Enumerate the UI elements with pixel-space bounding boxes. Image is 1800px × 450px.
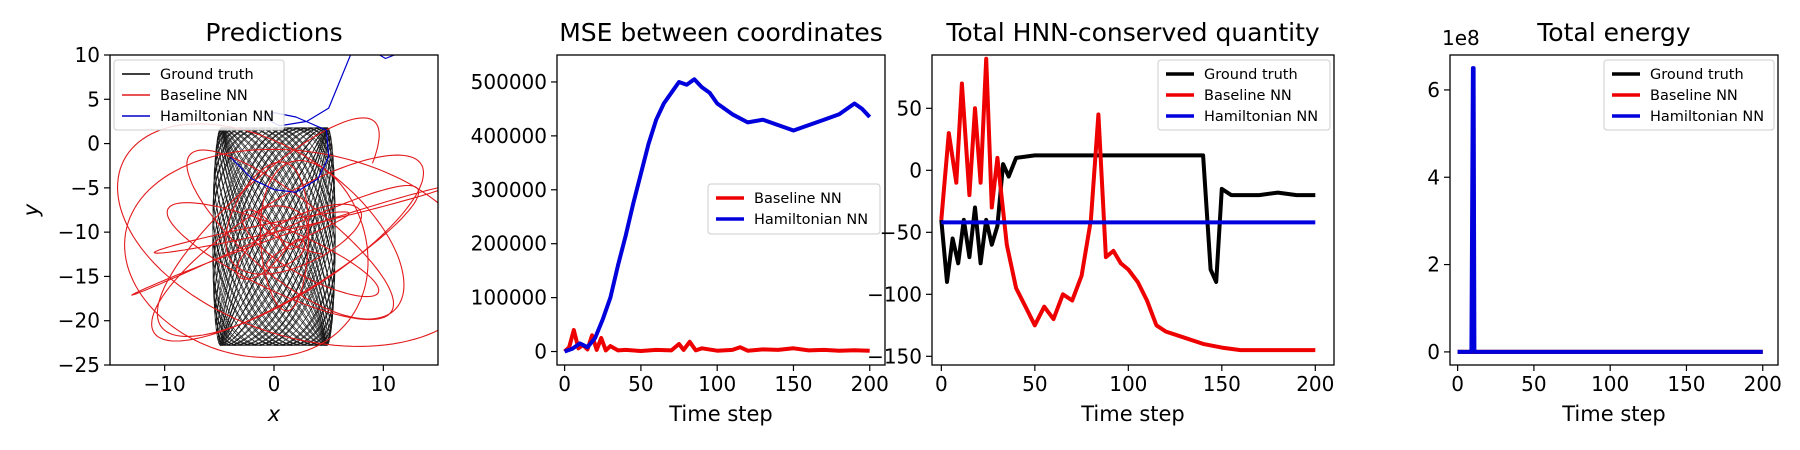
x-tick-label: −10	[144, 372, 186, 396]
legend-label: Baseline NN	[1650, 88, 1738, 104]
y-tick-label: 0	[1427, 340, 1440, 364]
plot-area	[939, 56, 1316, 353]
legend-box	[1157, 59, 1331, 131]
plot-area	[1457, 66, 1763, 354]
x-axis-label: Time step	[1080, 402, 1185, 426]
panel-title: Total HNN-conserved quantity	[945, 18, 1320, 47]
x-tick-label: 100	[1591, 372, 1629, 396]
x-tick-label: 0	[558, 372, 571, 396]
x-tick-label: 0	[1451, 372, 1464, 396]
x-tick-label: 0	[268, 372, 281, 396]
legend-label: Hamiltonian NN	[160, 109, 274, 125]
y-tick-label: 200000	[471, 232, 547, 256]
legend: Ground truth Baseline NN Hamiltonian NN	[1157, 59, 1331, 131]
x-tick-label: 200	[1744, 372, 1782, 396]
legend-label: Baseline NN	[754, 191, 842, 207]
legend-label: Ground truth	[1204, 67, 1298, 83]
series-line-hamiltonian-nn	[563, 77, 872, 354]
panel-4: Total energy 0 50 100 150 200 0 2 4 6 Time step 1e8…	[1427, 18, 1782, 426]
legend-label: Hamiltonian NN	[754, 212, 868, 228]
y-tick-label: 50	[897, 96, 922, 120]
x-tick-label: 200	[851, 372, 889, 396]
legend-label: Hamiltonian NN	[1204, 109, 1318, 125]
series-line-ground-truth	[212, 127, 336, 347]
axes-frame	[1449, 54, 1779, 366]
y-tick-label: 0	[909, 158, 922, 182]
legend-label: Ground truth	[160, 67, 254, 83]
axes-frame	[931, 54, 1335, 366]
panel-title: MSE between coordinates	[559, 18, 883, 47]
y-tick-label: 2	[1427, 253, 1440, 277]
legend: Ground truth Baseline NN Hamiltonian NN	[1603, 59, 1775, 131]
y-tick-label: −5	[71, 176, 100, 200]
y-axis-label: y	[19, 203, 43, 217]
y-tick-label: −50	[880, 220, 922, 244]
y-tick-label: −100	[867, 282, 922, 306]
y-tick-label: 300000	[471, 178, 547, 202]
legend-box	[113, 59, 285, 131]
x-tick-label: 50	[1521, 372, 1546, 396]
y-tick-label: 6	[1427, 78, 1440, 102]
legend-label: Baseline NN	[1204, 88, 1292, 104]
y-tick-label: −25	[58, 353, 100, 377]
y-tick-label: 0	[534, 340, 547, 364]
panel-3: Total HNN-conserved quantity 0 50 100 150 200…	[867, 18, 1335, 426]
x-tick-label: 150	[1203, 372, 1241, 396]
y-tick-label: 10	[75, 43, 100, 67]
plot-area	[563, 77, 872, 354]
axes-frame	[109, 54, 439, 366]
y-tick-label: 5	[87, 87, 100, 111]
legend-box	[1603, 59, 1775, 131]
panel-title: Predictions	[205, 18, 342, 47]
y-tick-label: −15	[58, 264, 100, 288]
series-line-ground-truth	[939, 153, 1316, 284]
x-tick-label: 10	[371, 372, 396, 396]
y-tick-label: 0	[87, 132, 100, 156]
series-line-baseline-nn	[939, 56, 1316, 353]
axes-frame	[556, 54, 886, 366]
y-tick-label: −10	[58, 220, 100, 244]
series-line-baseline-nn	[563, 328, 870, 353]
legend-label: Ground truth	[1650, 67, 1744, 83]
legend-label: Baseline NN	[160, 88, 248, 104]
legend: Ground truth Baseline NN Hamiltonian NN	[113, 59, 285, 131]
legend: Baseline NN Hamiltonian NN	[707, 183, 881, 235]
legend-label: Hamiltonian NN	[1650, 109, 1764, 125]
y-tick-label: −150	[867, 344, 922, 368]
y-offset-label: 1e8	[1442, 26, 1480, 50]
x-tick-label: 0	[935, 372, 948, 396]
y-tick-label: 400000	[471, 124, 547, 148]
x-tick-label: 50	[628, 372, 653, 396]
y-tick-label: 4	[1427, 165, 1440, 189]
panel-2: MSE between coordinates 0 50 100 150 200 0 1000…	[471, 18, 889, 426]
y-tick-label: −20	[58, 309, 100, 333]
y-tick-label: 100000	[471, 286, 547, 310]
panel-title: Total energy	[1536, 18, 1691, 47]
legend-box	[707, 183, 881, 235]
x-tick-label: 50	[1022, 372, 1047, 396]
x-tick-label: 100	[1109, 372, 1147, 396]
panel-1: Predictions −10 0 10 10 5 0 −5 −10 −15 −20 −25 x y Gro…	[19, 18, 439, 426]
series-line-baseline-nn	[116, 117, 438, 358]
x-tick-label: 150	[1667, 372, 1705, 396]
x-axis-label: Time step	[668, 402, 773, 426]
series-line-hamiltonian-nn	[1457, 66, 1763, 354]
x-tick-label: 150	[774, 372, 812, 396]
x-tick-label: 100	[698, 372, 736, 396]
x-axis-label: Time step	[1561, 402, 1666, 426]
y-tick-label: 500000	[471, 70, 547, 94]
x-tick-label: 200	[1296, 372, 1334, 396]
x-axis-label: x	[267, 402, 281, 426]
